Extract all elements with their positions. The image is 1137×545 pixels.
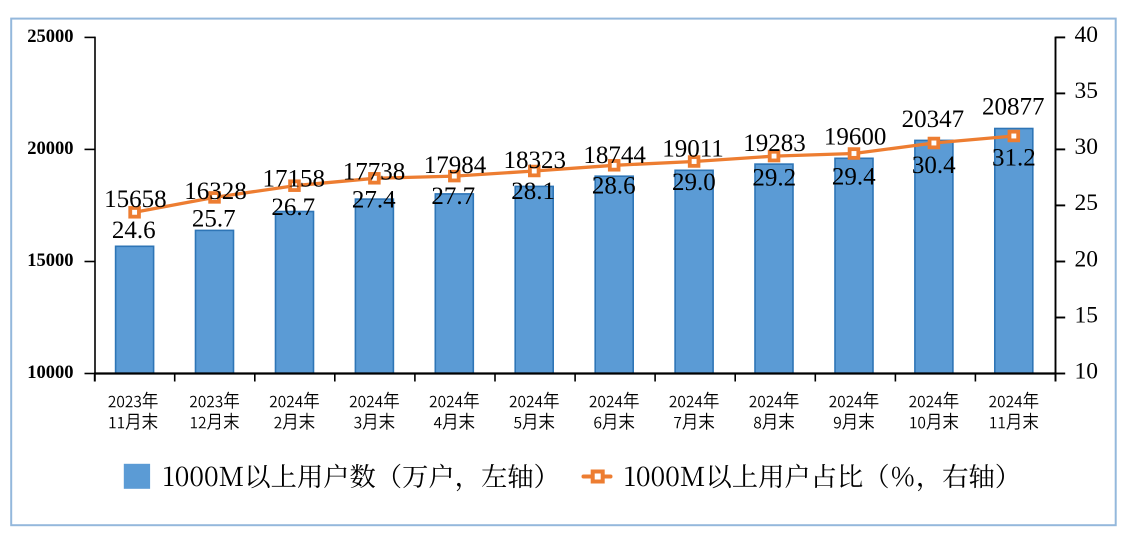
svg-text:20347: 20347 xyxy=(902,106,965,133)
svg-text:29.4: 29.4 xyxy=(832,164,876,191)
svg-text:40: 40 xyxy=(1075,22,1099,48)
svg-text:19011: 19011 xyxy=(662,136,724,163)
svg-text:10000: 10000 xyxy=(27,363,73,383)
svg-text:17984: 17984 xyxy=(424,152,487,179)
svg-text:30.4: 30.4 xyxy=(912,152,956,179)
svg-text:30: 30 xyxy=(1075,134,1099,160)
svg-text:17738: 17738 xyxy=(343,158,406,185)
svg-text:18744: 18744 xyxy=(583,142,646,169)
svg-text:20: 20 xyxy=(1075,246,1099,272)
svg-text:24.6: 24.6 xyxy=(112,217,156,244)
svg-text:18323: 18323 xyxy=(504,147,567,174)
svg-text:28.1: 28.1 xyxy=(511,178,555,205)
svg-text:26.7: 26.7 xyxy=(271,194,315,221)
svg-text:10: 10 xyxy=(1075,358,1099,384)
svg-text:25.7: 25.7 xyxy=(192,205,236,232)
svg-text:27.4: 27.4 xyxy=(352,187,396,214)
svg-text:19600: 19600 xyxy=(824,123,887,150)
svg-text:27.7: 27.7 xyxy=(431,183,475,210)
svg-text:25000: 25000 xyxy=(27,27,73,47)
svg-text:16328: 16328 xyxy=(184,178,247,205)
svg-text:29.0: 29.0 xyxy=(672,169,716,196)
svg-text:15658: 15658 xyxy=(104,186,167,213)
svg-text:15000: 15000 xyxy=(27,251,73,271)
svg-text:29.2: 29.2 xyxy=(752,165,796,192)
svg-text:20877: 20877 xyxy=(982,94,1045,121)
svg-text:31.2: 31.2 xyxy=(992,145,1036,172)
svg-text:25: 25 xyxy=(1075,190,1099,216)
svg-text:17158: 17158 xyxy=(262,165,325,192)
svg-text:28.6: 28.6 xyxy=(592,173,636,200)
svg-text:19283: 19283 xyxy=(743,130,806,157)
svg-text:20000: 20000 xyxy=(27,139,73,159)
svg-text:35: 35 xyxy=(1075,78,1099,104)
svg-text:15: 15 xyxy=(1075,302,1099,328)
